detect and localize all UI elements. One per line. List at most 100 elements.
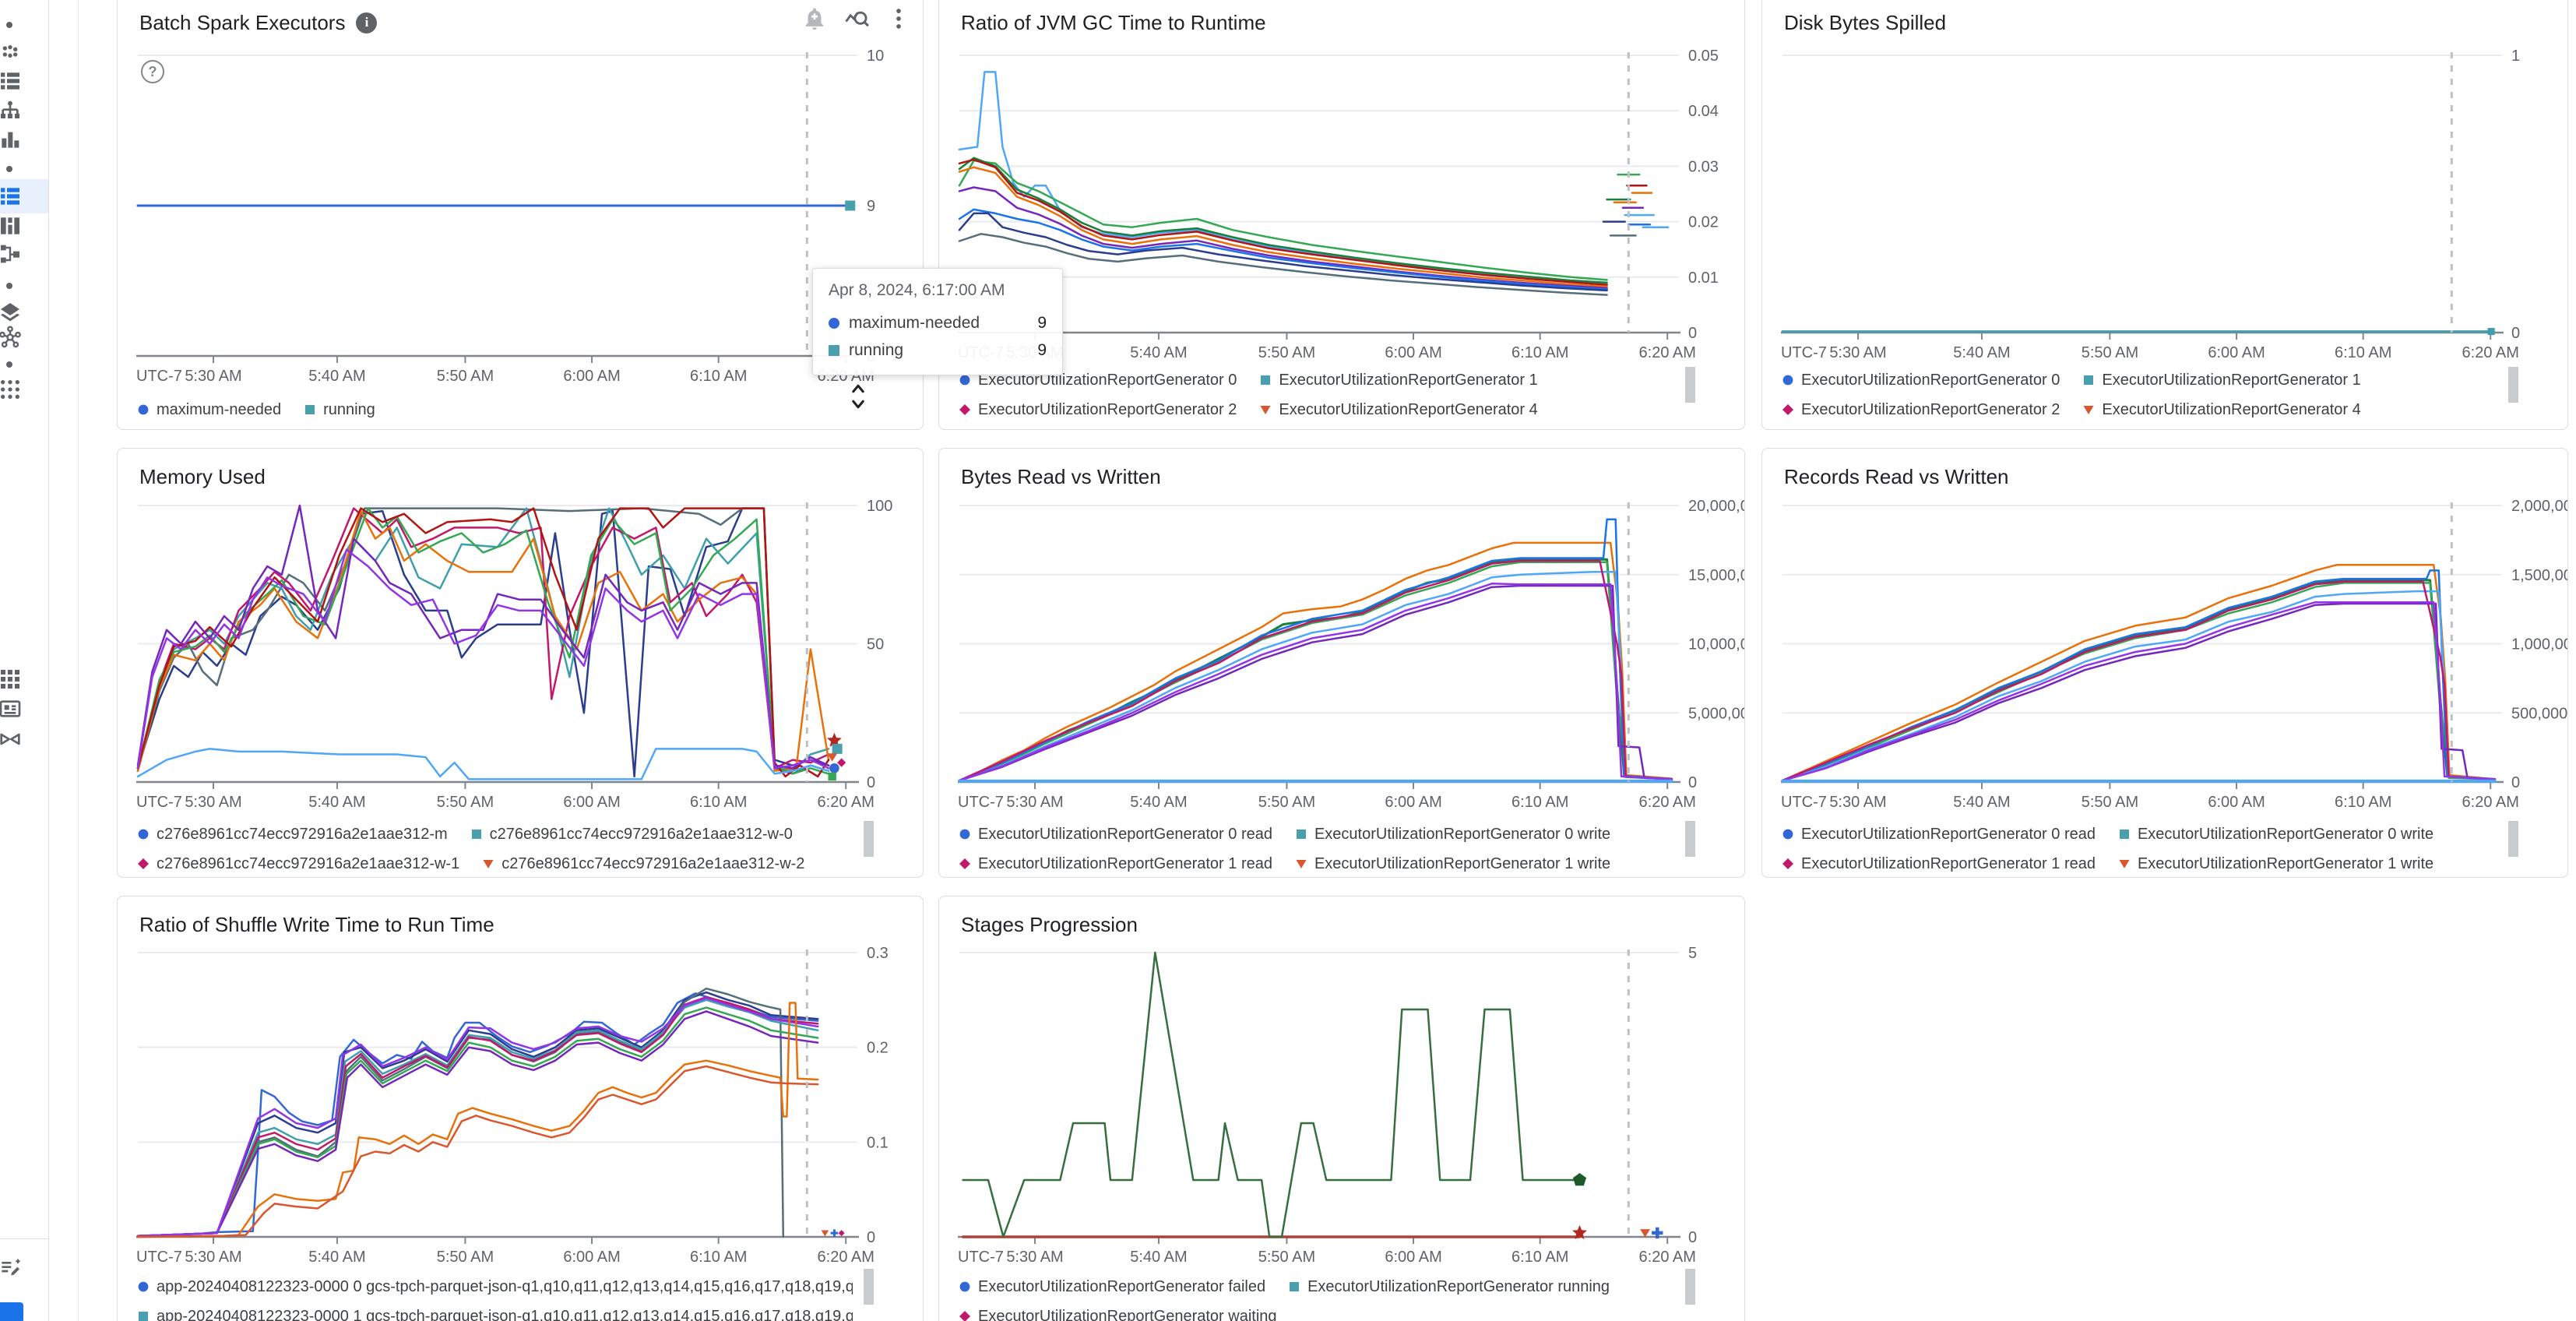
nav-dot-icon [6, 283, 12, 289]
svg-text:0.05: 0.05 [1688, 48, 1719, 65]
legend-item[interactable]: ExecutorUtilizationReportGenerator 1 wri… [2119, 855, 2433, 873]
tooltip-series-value: 9 [1037, 313, 1047, 332]
legend-item[interactable]: c276e8961cc74ecc972916a2e1aae312-w-1 [138, 855, 459, 873]
legend-item[interactable]: ExecutorUtilizationReportGenerator 0 rea… [1782, 826, 2096, 844]
bar-chart-icon[interactable] [0, 127, 23, 152]
bottom-left-partial-icon[interactable] [0, 1302, 23, 1321]
legend-item[interactable]: ExecutorUtilizationReportGenerator waiti… [959, 1308, 1277, 1321]
svg-text:6:10 AM: 6:10 AM [690, 1249, 747, 1266]
legend-item[interactable]: ExecutorUtilizationReportGenerator runni… [1289, 1278, 1610, 1296]
info-icon[interactable]: i [356, 12, 378, 33]
legend-item[interactable]: ExecutorUtilizationReportGenerator 0 [1782, 372, 2060, 389]
legend-item[interactable]: ExecutorUtilizationReportGenerator 1 [1260, 372, 1538, 389]
apps-grid-icon[interactable] [0, 377, 23, 402]
legend-item[interactable]: ExecutorUtilizationReportGenerator 2 [1782, 401, 2060, 419]
legend-label: ExecutorUtilizationReportGenerator 4 [1279, 400, 1538, 418]
chart-legend: ExecutorUtilizationReportGenerator 0 rea… [959, 819, 1674, 879]
more-options-icon[interactable] [885, 5, 912, 32]
svg-text:UTC-7: UTC-7 [136, 794, 182, 811]
legend-label: app-20240408122323-0000 1 gcs-tpch-parqu… [157, 1307, 853, 1321]
tooltip-row: maximum-needed 9 [829, 309, 1047, 336]
svg-text:5:40 AM: 5:40 AM [308, 1249, 365, 1266]
tri-legend-glyph [1260, 404, 1271, 415]
legend-item[interactable]: ExecutorUtilizationReportGenerator 0 rea… [959, 826, 1272, 844]
legend-scrollbar[interactable] [864, 1269, 874, 1305]
legend-item[interactable]: ExecutorUtilizationReportGenerator 0 wri… [2119, 826, 2433, 844]
svg-text:UTC-7: UTC-7 [136, 368, 182, 385]
svg-text:6:10 AM: 6:10 AM [1511, 1249, 1568, 1266]
legend-scrollbar[interactable] [1685, 1269, 1695, 1305]
explore-data-icon[interactable] [843, 5, 870, 32]
list-icon[interactable] [0, 69, 23, 93]
legend-item[interactable]: ExecutorUtilizationReportGenerator 0 wri… [1296, 826, 1610, 844]
chart-plot[interactable]: UTC-75:30 AM5:40 AM5:50 AM6:00 AM6:10 AM… [939, 0, 1744, 431]
legend-item[interactable]: ExecutorUtilizationReportGenerator 1 rea… [1782, 855, 2096, 873]
legend-item[interactable]: c276e8961cc74ecc972916a2e1aae312-w-0 [471, 826, 793, 844]
tooltip-series-value: 9 [1037, 340, 1047, 359]
legend-item[interactable]: maximum-needed [138, 401, 281, 419]
tri-marker [1640, 1229, 1650, 1238]
legend-item[interactable]: ExecutorUtilizationReportGenerator 1 [2083, 372, 2361, 389]
legend-scrollbar[interactable] [1685, 367, 1695, 403]
circle-legend-glyph [1782, 829, 1793, 840]
circle-legend-glyph [959, 829, 970, 840]
chart-legend: app-20240408122323-0000 0 gcs-tpch-parqu… [138, 1272, 853, 1321]
grid-icon[interactable] [0, 667, 23, 692]
svg-text:5:40 AM: 5:40 AM [308, 368, 365, 385]
legend-label: ExecutorUtilizationReportGenerator 0 [978, 371, 1237, 389]
unfold-legend-icon[interactable] [846, 379, 870, 414]
circle-legend-glyph [959, 1281, 970, 1292]
svg-text:5:30 AM: 5:30 AM [185, 794, 241, 811]
looker-icon[interactable] [0, 727, 23, 752]
legend-item[interactable]: ExecutorUtilizationReportGenerator 4 [2083, 401, 2361, 419]
hub-icon[interactable] [0, 325, 23, 350]
help-icon[interactable]: ? [141, 60, 164, 83]
legend-item[interactable]: app-20240408122323-0000 0 gcs-tpch-parqu… [138, 1278, 853, 1296]
legend-label: ExecutorUtilizationReportGenerator 1 wri… [1314, 854, 1611, 872]
svg-text:0: 0 [867, 1229, 875, 1246]
svg-text:6:00 AM: 6:00 AM [563, 794, 620, 811]
tooltip-series-label: maximum-needed [849, 313, 980, 332]
legend-item[interactable]: ExecutorUtilizationReportGenerator 4 [1260, 400, 1538, 419]
legend-item[interactable]: ExecutorUtilizationReportGenerator 1 rea… [959, 855, 1272, 873]
svg-text:5:50 AM: 5:50 AM [1258, 794, 1315, 811]
chart-legend: ExecutorUtilizationReportGenerator 0 Exec… [959, 365, 1674, 424]
legend-label: ExecutorUtilizationReportGenerator 1 rea… [978, 854, 1272, 872]
compose-note-icon[interactable] [0, 1256, 23, 1280]
legend-scrollbar[interactable] [1685, 821, 1695, 857]
legend-item[interactable]: app-20240408122323-0000 1 gcs-tpch-parqu… [138, 1308, 853, 1321]
resource-tree-icon[interactable] [0, 98, 23, 123]
dashboard-widgets-icon[interactable] [0, 213, 23, 238]
legend-item[interactable]: ExecutorUtilizationReportGenerator faile… [959, 1278, 1265, 1296]
schema-icon[interactable] [0, 241, 23, 266]
svg-text:20,000,000,000: 20,000,000,000 [1688, 498, 1744, 515]
chart-title: Bytes Read vs Written [961, 464, 1161, 488]
add-alert-bell-icon[interactable] [801, 5, 828, 32]
legend-label: ExecutorUtilizationReportGenerator runni… [1307, 1277, 1610, 1295]
legend-item[interactable]: running [304, 401, 375, 419]
legend-item[interactable]: c276e8961cc74ecc972916a2e1aae312-m [138, 826, 448, 844]
legend-item[interactable]: ExecutorUtilizationReportGenerator 0 [959, 372, 1237, 389]
diamond-legend-glyph [138, 858, 149, 869]
legend-item[interactable]: c276e8961cc74ecc972916a2e1aae312-w-2 [483, 855, 804, 873]
square-legend-glyph [471, 829, 482, 840]
legend-scrollbar[interactable] [864, 821, 874, 857]
chart-legend: ExecutorUtilizationReportGenerator 0 Exec… [1782, 365, 2497, 424]
legend-scrollbar[interactable] [2508, 821, 2518, 857]
legend-item[interactable]: ExecutorUtilizationReportGenerator 1 wri… [1296, 855, 1610, 873]
svg-text:6:20 AM: 6:20 AM [2462, 344, 2519, 361]
layers-icon[interactable] [0, 300, 23, 325]
news-card-icon[interactable] [0, 696, 23, 721]
legend-item[interactable]: ExecutorUtilizationReportGenerator 2 [959, 401, 1237, 419]
dashboards-list-icon[interactable] [0, 184, 23, 209]
metrics-scatter-icon[interactable] [0, 39, 23, 64]
legend-scrollbar[interactable] [2508, 367, 2518, 403]
